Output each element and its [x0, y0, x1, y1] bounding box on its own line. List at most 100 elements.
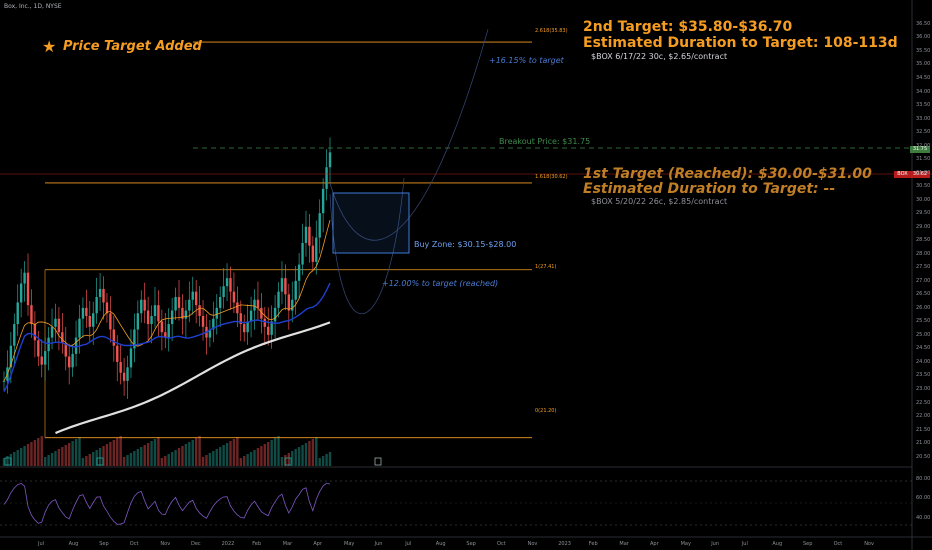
candle-body: [277, 291, 280, 308]
candle-body: [184, 310, 188, 319]
volume-bar: [287, 453, 291, 466]
candle-body: [201, 315, 205, 327]
candle-body: [212, 318, 215, 330]
time-tick: 2022: [221, 541, 235, 547]
volume-bar: [153, 439, 157, 466]
candle-body: [167, 324, 170, 338]
volume-bar: [311, 439, 315, 466]
volume-bar: [81, 458, 85, 466]
duration2-label: Estimated Duration to Target: 108-113d: [583, 35, 898, 51]
candle-body: [222, 286, 225, 298]
volume-bar: [229, 441, 232, 466]
candle-body: [294, 280, 297, 300]
candle-body: [112, 329, 116, 346]
candle-body: [98, 288, 102, 298]
volume-bar: [50, 453, 54, 466]
volume-bar: [318, 458, 321, 466]
volume-bar: [260, 446, 263, 466]
candle-body: [157, 305, 160, 322]
time-tick: Jul: [38, 541, 45, 547]
time-tick: May: [680, 541, 691, 547]
event-marker: [374, 457, 382, 466]
candle-body: [136, 313, 140, 330]
event-marker: [96, 457, 104, 466]
price-tick: 33.50: [916, 102, 931, 109]
volume-bar: [112, 440, 116, 466]
volume-bar: [297, 447, 301, 466]
candle-body: [68, 356, 71, 368]
time-tick: 2023: [558, 541, 571, 547]
price-tick: 30.50: [916, 183, 931, 190]
price-tick: 27.50: [916, 264, 931, 271]
candle-body: [160, 321, 164, 333]
volume-bar: [291, 451, 294, 466]
volume-bar: [191, 440, 194, 466]
candle-body: [291, 299, 294, 311]
volume-bar: [243, 456, 246, 466]
volume-bar: [232, 439, 236, 466]
candle-body: [13, 324, 16, 346]
fib-2618-label: 2.618(35.83): [535, 28, 568, 34]
time-tick: Dec: [191, 541, 201, 547]
price-tick: 23.50: [916, 372, 931, 379]
candle-body: [23, 272, 26, 284]
volume-bar: [253, 450, 256, 466]
candle-body: [174, 297, 177, 311]
time-tick: Sep: [803, 541, 813, 547]
rsi-tick: 40.00: [916, 514, 931, 521]
price-tick: 21.50: [916, 426, 931, 433]
candle-body: [143, 299, 146, 311]
price-tick: 28.50: [916, 237, 931, 244]
price-tick: 30.00: [916, 196, 931, 203]
candle-body: [105, 302, 109, 314]
time-tick: Sep: [99, 541, 109, 547]
volume-bar: [119, 436, 122, 466]
fib-0-label: 0(21.20): [535, 408, 557, 414]
volume-bar: [6, 456, 9, 466]
volume-bar: [167, 454, 170, 466]
event-marker: [284, 457, 292, 466]
candle-body: [198, 305, 201, 316]
volume-bar: [184, 444, 188, 466]
candle-body: [122, 372, 126, 381]
volume-bar: [188, 442, 191, 466]
buy-zone-box: [332, 192, 410, 254]
candle-body: [140, 299, 143, 314]
candle-body: [37, 340, 40, 357]
volume-bar: [315, 437, 318, 466]
fib-1-label: 1(27.41): [535, 264, 557, 270]
volume-bar: [194, 438, 198, 466]
volume-bar: [136, 449, 140, 466]
candle-body: [215, 307, 218, 319]
candle-body: [253, 299, 256, 311]
volume-bar: [133, 451, 136, 466]
volume-bar: [47, 455, 50, 466]
ma-orange: [3, 220, 331, 382]
candle-body: [119, 361, 122, 373]
candle-body: [19, 283, 23, 303]
candle-body: [308, 226, 311, 246]
price-tick: 36.50: [916, 20, 931, 27]
time-tick: Mar: [619, 541, 629, 547]
price-tick: 35.50: [916, 47, 931, 54]
volume-bar: [308, 441, 311, 466]
candle-body: [194, 291, 198, 306]
time-tick: Jul: [741, 541, 748, 547]
candle-body: [188, 299, 191, 311]
option2-label: $BOX 6/17/22 30c, $2.65/contract: [591, 52, 728, 61]
candle-body: [177, 297, 181, 308]
candle-body: [102, 288, 105, 303]
volume-bar: [129, 453, 133, 466]
candle-body: [33, 324, 37, 341]
price-tick: 25.50: [916, 318, 931, 325]
time-tick: Oct: [497, 541, 506, 547]
volume-bar: [54, 451, 57, 466]
fib-1618-label: 1.618(30.62): [535, 174, 568, 180]
candle-body: [92, 313, 95, 327]
target2-label: 2nd Target: $35.80-$36.70: [583, 19, 793, 35]
candle-body: [43, 351, 47, 365]
price-tick: 35.00: [916, 61, 931, 68]
candle-body: [40, 356, 43, 365]
candle-body: [270, 321, 273, 335]
